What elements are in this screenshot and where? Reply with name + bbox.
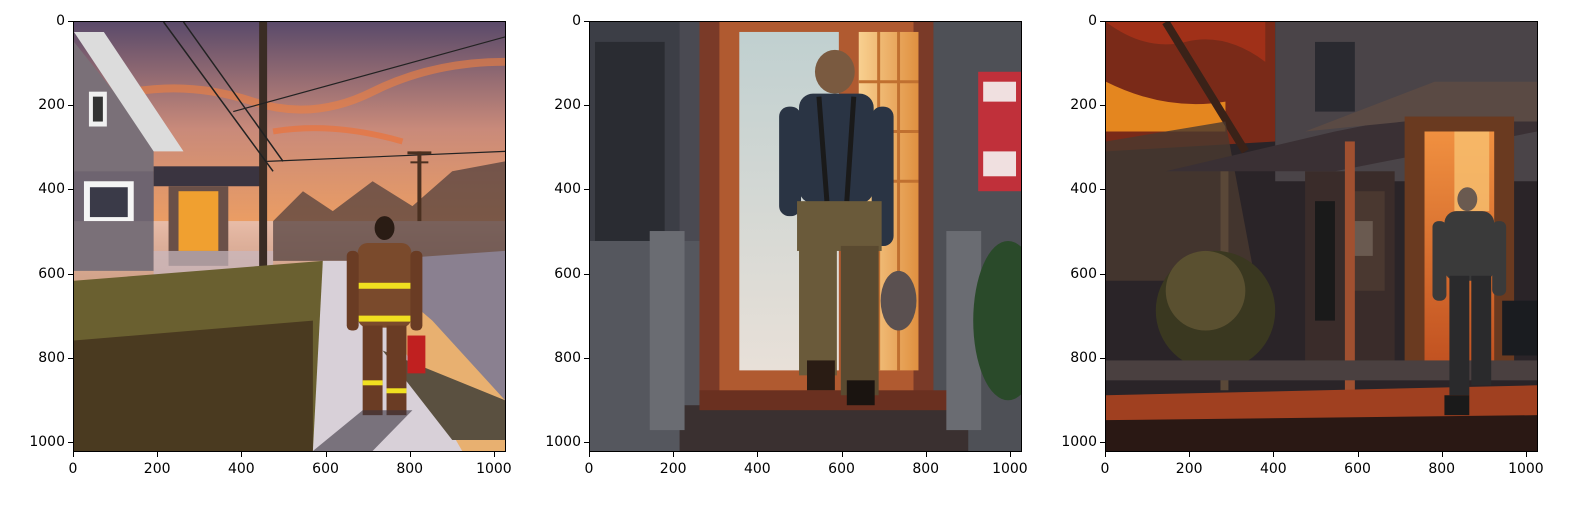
y-tick-label: 800 [1070, 349, 1097, 366]
y-tick-mark [584, 441, 589, 443]
y-tick-mark [68, 273, 73, 275]
x-tick-mark [493, 452, 495, 457]
x-tick-mark [589, 452, 590, 457]
y-tick-mark [1100, 21, 1105, 22]
y-tick-mark [68, 441, 73, 443]
image-doorway [589, 21, 1022, 452]
man-figure-porch [1432, 187, 1537, 416]
y-tick-label: 200 [554, 97, 581, 114]
y-tick-mark [584, 273, 589, 275]
y-tick-mark [1100, 105, 1105, 107]
y-tick-mark [584, 357, 589, 359]
x-tick-label: 800 [1428, 461, 1456, 477]
x-tick-label: 0 [1100, 461, 1110, 477]
y-tick-label: 600 [554, 265, 581, 282]
panel-doorway: 0 0 200 200 400 400 600 600 800 800 1000 1000 [545, 13, 1027, 477]
y-tick-label: 0 [56, 13, 65, 29]
y-tick-mark [68, 21, 73, 22]
x-tick-mark [157, 452, 159, 457]
y-tick-mark [68, 189, 73, 191]
x-tick-label: 200 [659, 461, 687, 477]
panel-porch: 0 0 200 200 400 400 600 600 800 800 1000 1000 [1061, 13, 1543, 477]
x-tick-label: 0 [584, 461, 594, 477]
y-tick-label: 0 [1088, 13, 1097, 29]
man-figure [779, 49, 917, 406]
y-tick-label: 800 [554, 349, 581, 366]
firefighter-scene [74, 22, 505, 451]
x-tick-mark [409, 452, 411, 457]
y-tick-label: 600 [1070, 265, 1097, 282]
y-tick-mark [584, 189, 589, 191]
x-tick-label: 400 [1259, 461, 1287, 477]
y-tick-label: 600 [38, 265, 65, 282]
y-tick-mark [68, 105, 73, 107]
y-tick-mark [584, 105, 589, 107]
y-tick-label: 400 [1070, 181, 1097, 198]
x-tick-label: 400 [227, 461, 255, 477]
x-tick-mark [841, 452, 843, 457]
y-tick-mark [1100, 441, 1105, 443]
x-tick-mark [73, 452, 74, 457]
y-tick-mark [1100, 273, 1105, 275]
panel-firefighter: 0 0 200 200 400 400 600 600 800 800 1000 1000 [29, 13, 511, 477]
y-tick-label: 200 [38, 97, 65, 114]
x-tick-label: 400 [743, 461, 771, 477]
y-tick-label: 1000 [29, 433, 65, 450]
x-tick-label: 600 [828, 461, 855, 477]
y-tick-mark [584, 21, 589, 22]
image-porch [1105, 21, 1538, 452]
y-tick-label: 400 [38, 181, 65, 198]
x-tick-mark [1357, 452, 1359, 457]
x-tick-mark [925, 452, 927, 457]
y-tick-label: 1000 [1061, 433, 1097, 450]
x-tick-mark [673, 452, 675, 457]
y-tick-label: 1000 [545, 433, 581, 450]
x-tick-label: 600 [1344, 461, 1371, 477]
x-tick-mark [1189, 452, 1191, 457]
doorway-scene [590, 22, 1021, 451]
x-tick-label: 600 [312, 461, 339, 477]
porch-scene [1106, 22, 1537, 451]
x-tick-label: 0 [68, 461, 78, 477]
x-tick-label: 1000 [992, 461, 1028, 477]
x-tick-mark [1009, 452, 1011, 457]
y-tick-label: 200 [1070, 97, 1097, 114]
y-tick-mark [1100, 189, 1105, 191]
x-tick-mark [1441, 452, 1443, 457]
x-tick-mark [1525, 452, 1527, 457]
x-tick-mark [757, 452, 759, 457]
x-tick-label: 200 [1175, 461, 1203, 477]
x-tick-mark [1273, 452, 1275, 457]
firefighter-figure [346, 216, 426, 416]
y-tick-label: 0 [572, 13, 581, 29]
image-firefighter [73, 21, 506, 452]
x-tick-label: 200 [143, 461, 171, 477]
x-tick-mark [241, 452, 243, 457]
y-tick-mark [68, 357, 73, 359]
y-tick-mark [1100, 357, 1105, 359]
x-tick-label: 1000 [1508, 461, 1544, 477]
x-tick-label: 1000 [476, 461, 512, 477]
y-tick-label: 800 [38, 349, 65, 366]
x-tick-mark [1105, 452, 1106, 457]
y-tick-label: 400 [554, 181, 581, 198]
x-tick-label: 800 [396, 461, 424, 477]
x-tick-mark [325, 452, 327, 457]
x-tick-label: 800 [912, 461, 940, 477]
